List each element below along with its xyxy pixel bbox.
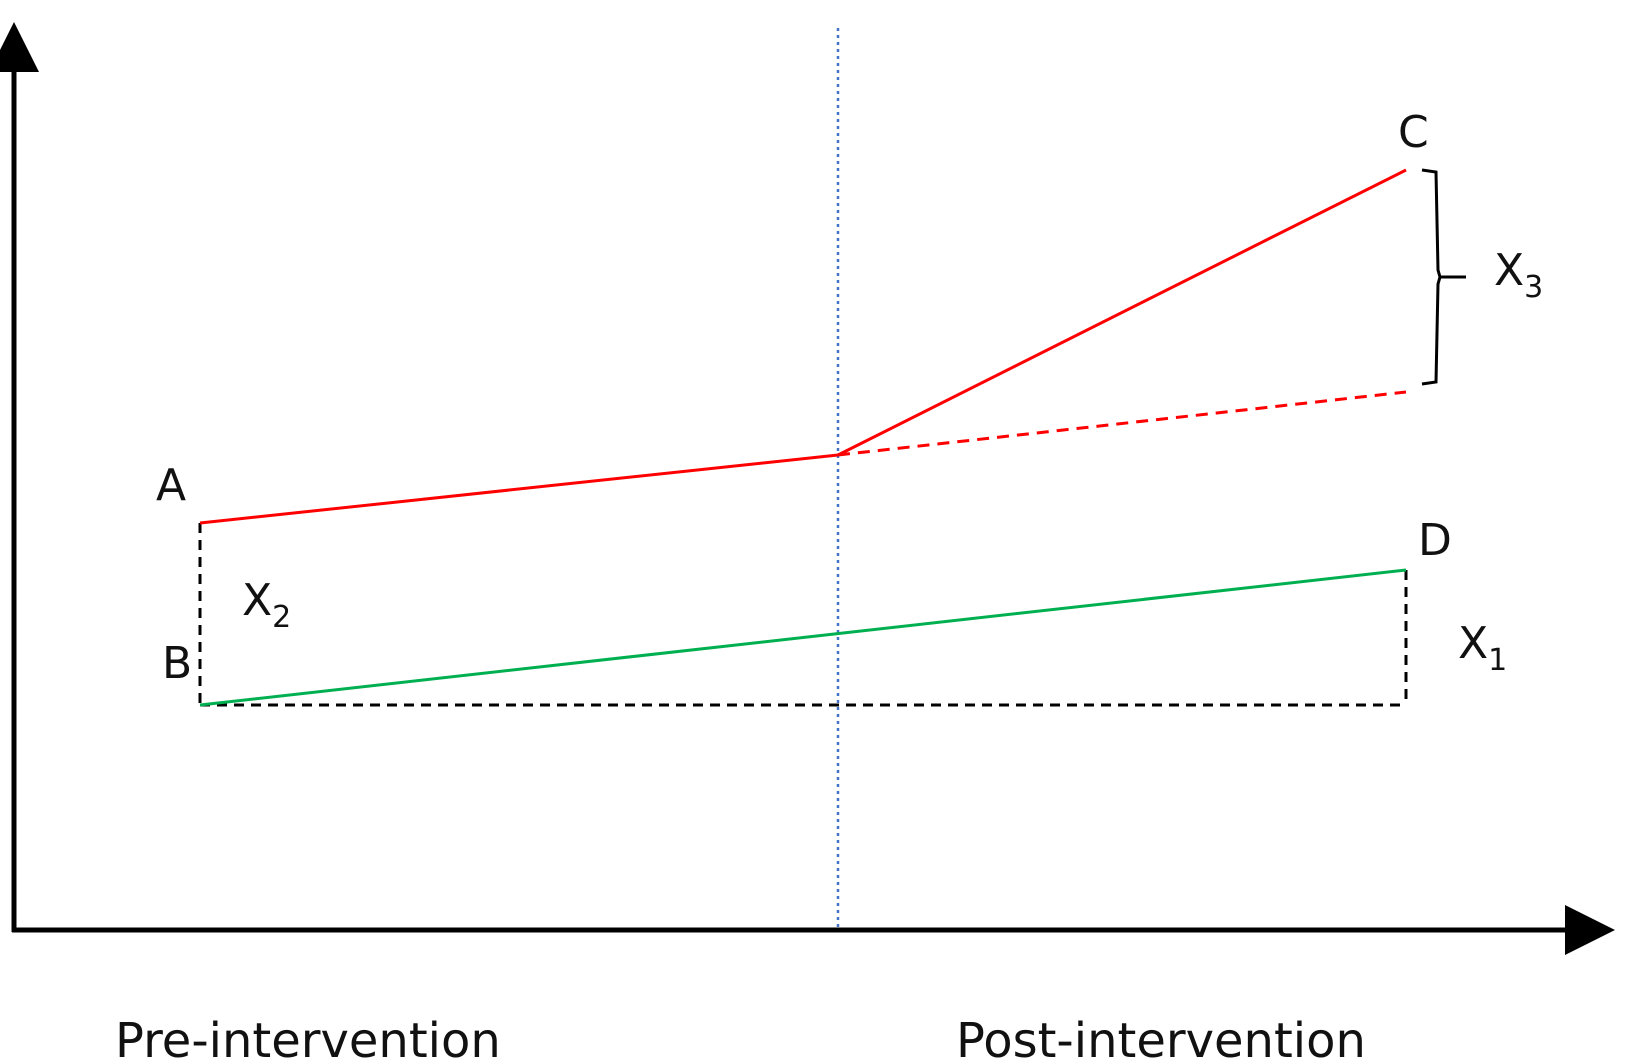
point-b-label: B	[162, 638, 192, 689]
x3-brace	[1421, 168, 1466, 386]
control-group-line	[199, 568, 1407, 707]
x2-label: X2	[242, 575, 291, 635]
intervention-post-line	[837, 168, 1407, 457]
pre-intervention-label: Pre-intervention	[115, 1013, 501, 1063]
x1-label: X1	[1458, 618, 1507, 678]
x3-label: X3	[1494, 245, 1543, 305]
point-a-label: A	[156, 460, 186, 511]
intervention-pre-line	[199, 453, 839, 525]
point-d-label: D	[1418, 515, 1452, 566]
post-intervention-label: Post-intervention	[956, 1013, 1366, 1063]
point-c-label: C	[1398, 107, 1429, 158]
counterfactual-dashed-line	[837, 390, 1407, 457]
